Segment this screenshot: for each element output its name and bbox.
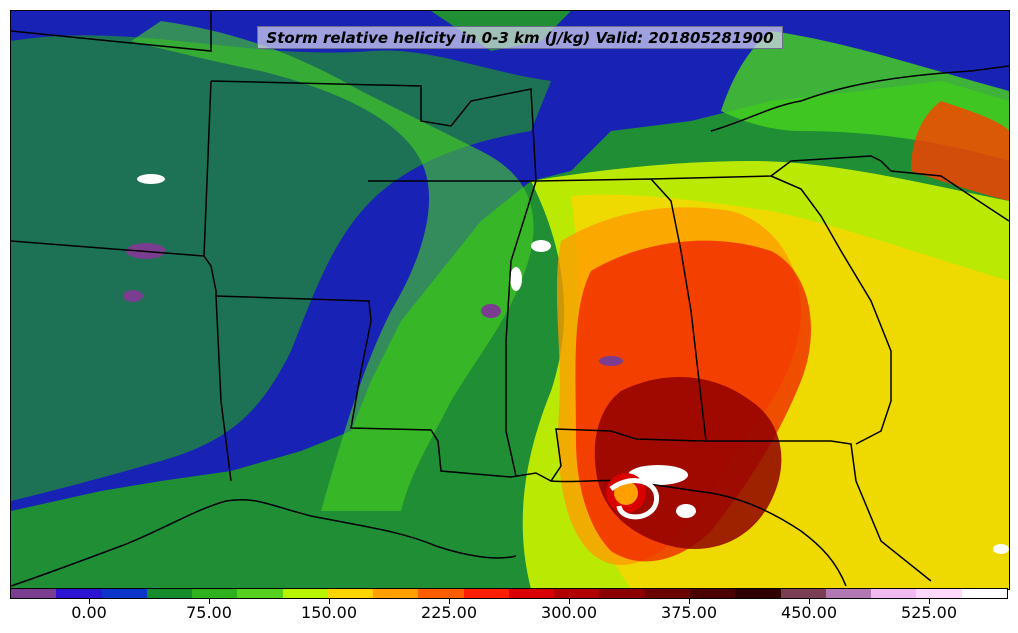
white-cell-1 <box>137 174 165 184</box>
colorbar-label-7: 525.00 <box>901 603 957 622</box>
colorbar-segment <box>689 589 736 598</box>
colorbar-label-1: 75.00 <box>186 603 232 622</box>
white-cell-3 <box>510 267 522 291</box>
boundary-line <box>710 65 1009 132</box>
colorbar-segment <box>101 589 147 598</box>
colorbar-segment <box>327 589 374 598</box>
storm-core <box>606 473 659 520</box>
colorbar-segment <box>237 589 283 598</box>
colorbar-segment <box>146 589 193 598</box>
map-panel: Storm relative helicity in 0-3 km (J/kg)… <box>10 10 1010 590</box>
colorbar-segment <box>56 589 102 598</box>
boundary-line <box>650 155 1009 222</box>
map-title: Storm relative helicity in 0-3 km (J/kg)… <box>257 26 783 49</box>
coastline <box>11 498 517 587</box>
colorbar-segment <box>780 589 826 598</box>
helicity-map <box>11 11 1009 589</box>
colorbar-label-0: 0.00 <box>71 603 107 622</box>
colorbar-segment <box>871 589 917 598</box>
boundary-line <box>11 11 212 52</box>
colorbar-segment <box>463 589 509 598</box>
colorbar-segment <box>192 589 238 598</box>
colorbar-segment <box>825 589 872 598</box>
colorbar-label-3: 225.00 <box>421 603 477 622</box>
colorbar-label-5: 375.00 <box>661 603 717 622</box>
boundary-line <box>770 175 892 445</box>
boundary-lines <box>11 11 1009 587</box>
colorbar-segment <box>644 589 690 598</box>
darkred-region <box>594 377 782 549</box>
colorbar-segment <box>599 589 645 598</box>
boundary-line <box>505 180 537 477</box>
purple-cell-3 <box>481 304 501 318</box>
colorbar-segment <box>961 589 1007 598</box>
colorbar-label-2: 150.00 <box>301 603 357 622</box>
colorbar-segment <box>508 589 555 598</box>
colorbar-segment <box>282 589 328 598</box>
colorbar-label-6: 450.00 <box>781 603 837 622</box>
green-band <box>131 21 534 511</box>
boundary-line <box>11 240 205 257</box>
coastline <box>550 479 847 587</box>
white-cell-5 <box>676 504 696 518</box>
white-cell-6 <box>993 544 1009 554</box>
colorbar <box>10 588 1008 599</box>
boundary-line <box>215 295 232 482</box>
purple-cell-2 <box>123 290 143 302</box>
purple-cell-4 <box>599 356 623 366</box>
colorbar-segment <box>554 589 600 598</box>
colorbar-segment <box>418 589 464 598</box>
colorbar-segment <box>916 589 962 598</box>
colorbar-segment <box>373 589 419 598</box>
boundary-line <box>210 80 537 182</box>
colorbar-label-4: 300.00 <box>541 603 597 622</box>
colorbar-segment <box>735 589 781 598</box>
white-cell-2 <box>531 240 551 252</box>
colorbar-segment <box>11 589 57 598</box>
